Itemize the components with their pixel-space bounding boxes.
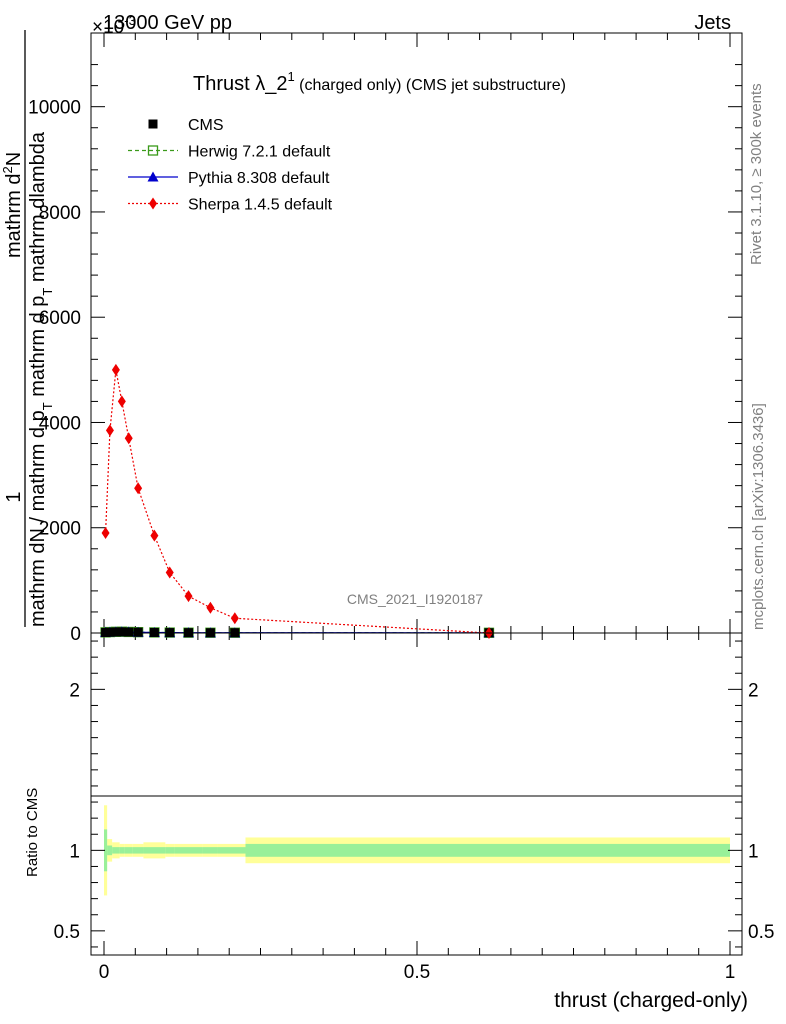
legend-label-1: Herwig 7.2.1 default bbox=[188, 144, 331, 161]
y-tick-label-4: 8000 bbox=[39, 203, 81, 224]
ratio-band-green-0 bbox=[104, 829, 108, 872]
series-3-point-7 bbox=[165, 566, 174, 579]
series-0-point-5 bbox=[133, 627, 143, 637]
ratio-tick-label-right-2: 2 bbox=[748, 680, 759, 701]
ratio-bands bbox=[104, 805, 730, 896]
series-3-point-1 bbox=[105, 424, 114, 437]
legend-marker-1 bbox=[147, 145, 159, 156]
jets-label: Jets bbox=[694, 12, 731, 34]
legend-marker-0 bbox=[148, 119, 158, 129]
series-0-point-2 bbox=[111, 627, 121, 637]
x-axis-label: thrust (charged-only) bbox=[554, 989, 748, 1012]
tick-labels: 0 2000 4000 6000 8000 10000 0 0.5 1 0.5 0.5 1 1 2 2 bbox=[28, 98, 774, 983]
legend-marker-2 bbox=[147, 171, 159, 182]
ratio-band-green-5 bbox=[132, 847, 144, 854]
series-3-point-4 bbox=[124, 432, 133, 445]
ratio-tick-label-right-1: 1 bbox=[748, 841, 759, 862]
y-tick-label-0: 0 bbox=[70, 624, 81, 645]
series-0-point-4 bbox=[124, 627, 134, 637]
ratio-plot-frame bbox=[90, 632, 743, 956]
series-3-point-6 bbox=[150, 529, 159, 542]
series-0-point-6 bbox=[149, 627, 159, 637]
ratio-band-green-11 bbox=[245, 843, 730, 857]
legend-label-0: CMS bbox=[188, 117, 224, 134]
ratio-tick-label-right-0: 0.5 bbox=[748, 922, 774, 943]
y-label-numerator-2: mathrm d2N bbox=[0, 152, 25, 258]
ratio-band-green-8 bbox=[174, 847, 203, 854]
x-tick-label-2: 1 bbox=[725, 962, 736, 983]
plot-title: Thrust λ_21 (charged only) (CMS jet subs… bbox=[193, 69, 566, 95]
series-3-point-2 bbox=[111, 363, 120, 376]
series-3-point-8 bbox=[184, 590, 193, 603]
ratio-y-label: Ratio to CMS bbox=[24, 788, 41, 877]
y-axis-label: 1 mathrm dN / mathrm d pT mathrm d pT ma… bbox=[0, 30, 55, 627]
energy-label: 13000 GeV pp bbox=[103, 12, 232, 34]
ratio-band-green-3 bbox=[119, 847, 125, 854]
ratio-band-green-2 bbox=[112, 847, 120, 854]
mcplots-label: mcplots.cern.ch [arXiv:1306.3436] bbox=[750, 403, 767, 630]
y-tick-label-3: 6000 bbox=[39, 308, 81, 329]
ratio-band-green-10 bbox=[217, 847, 246, 854]
ratio-band-green-1 bbox=[107, 845, 113, 856]
series-line-3 bbox=[104, 369, 490, 634]
legend-marker-3 bbox=[149, 197, 157, 210]
legend-label-2: Pythia 8.308 default bbox=[188, 170, 330, 187]
series-0-point-1 bbox=[105, 627, 115, 637]
y-tick-label-5: 10000 bbox=[28, 98, 81, 119]
legend: CMS Herwig 7.2.1 default Pythia 8.308 defa… bbox=[128, 117, 333, 214]
series-3-point-10 bbox=[230, 612, 239, 625]
y-label-numerator-1: 1 bbox=[3, 491, 25, 502]
ratio-tick-label-left-2: 2 bbox=[69, 680, 80, 701]
exponent-label: ×10-3 bbox=[92, 13, 136, 38]
series-0-point-3 bbox=[117, 627, 127, 637]
analysis-watermark: CMS_2021_I1920187 bbox=[347, 591, 483, 607]
y-tick-label-1: 2000 bbox=[39, 519, 81, 540]
rivet-label: Rivet 3.1.10, ≥ 300k events bbox=[748, 83, 765, 265]
x-tick-label-0: 0 bbox=[99, 962, 110, 983]
x-tick-label-1: 0.5 bbox=[404, 962, 430, 983]
ratio-band-green-7 bbox=[165, 847, 175, 854]
series-3-point-9 bbox=[206, 601, 215, 614]
series-3-point-0 bbox=[101, 527, 110, 539]
legend-label-3: Sherpa 1.4.5 default bbox=[188, 197, 333, 214]
y-tick-label-2: 4000 bbox=[39, 413, 81, 434]
ratio-tick-label-left-0: 0.5 bbox=[54, 922, 80, 943]
series-3-point-3 bbox=[117, 395, 126, 408]
ratio-band-green-9 bbox=[202, 847, 218, 854]
ratio-band-green-4 bbox=[124, 847, 133, 854]
ratio-band-green-6 bbox=[143, 847, 166, 854]
y-label-denominator: mathrm dN / mathrm d pT mathrm d pT math… bbox=[27, 131, 55, 627]
ratio-tick-label-left-1: 1 bbox=[69, 841, 80, 862]
series-3-point-5 bbox=[134, 482, 143, 495]
